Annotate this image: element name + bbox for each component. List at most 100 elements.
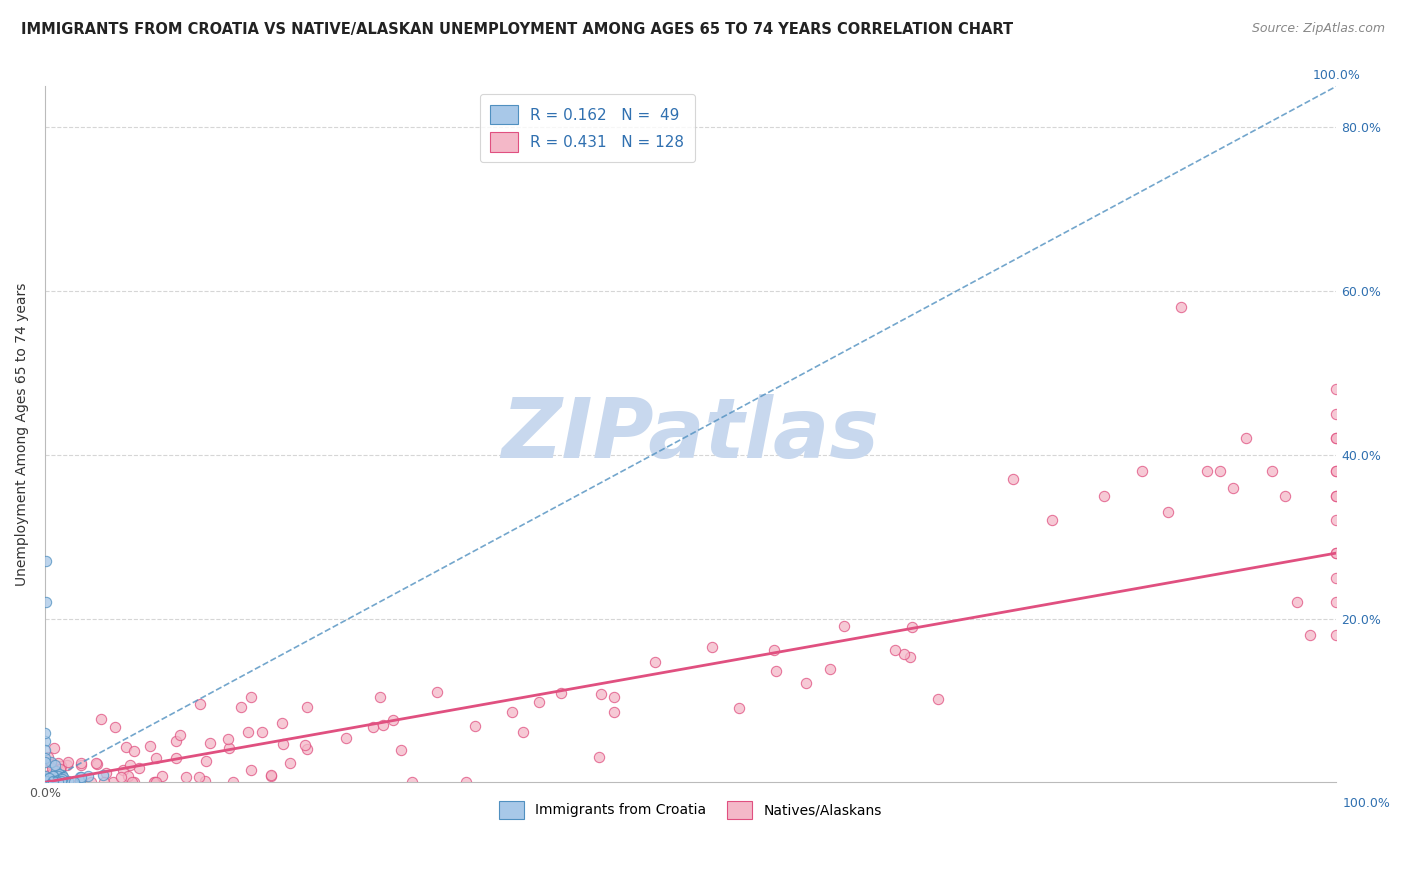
Point bbox=[51, 772, 73, 786]
Point bbox=[51, 768, 73, 782]
Point bbox=[1324, 407, 1347, 421]
Point bbox=[1324, 464, 1347, 478]
Point bbox=[84, 756, 107, 771]
Text: 100.0%: 100.0% bbox=[1343, 797, 1391, 810]
Point bbox=[165, 750, 187, 764]
Point bbox=[273, 737, 295, 751]
Point bbox=[42, 774, 65, 789]
Point bbox=[41, 769, 63, 783]
Point bbox=[371, 718, 394, 732]
Point bbox=[51, 775, 73, 789]
Point bbox=[80, 775, 103, 789]
Point bbox=[34, 755, 56, 769]
Point bbox=[69, 773, 91, 788]
Point bbox=[361, 720, 384, 734]
Point bbox=[35, 773, 58, 788]
Point bbox=[39, 773, 62, 788]
Point bbox=[53, 773, 76, 788]
Point bbox=[260, 769, 283, 783]
Point bbox=[34, 751, 56, 765]
Legend: Immigrants from Croatia, Natives/Alaskans: Immigrants from Croatia, Natives/Alaskan… bbox=[494, 795, 887, 824]
Point bbox=[94, 765, 117, 780]
Point bbox=[1324, 628, 1347, 642]
Point bbox=[35, 774, 58, 789]
Point bbox=[35, 774, 58, 789]
Point bbox=[1286, 595, 1309, 609]
Point bbox=[145, 775, 167, 789]
Point bbox=[893, 647, 915, 661]
Point bbox=[34, 771, 56, 785]
Point bbox=[1324, 432, 1347, 446]
Point bbox=[46, 775, 69, 789]
Point bbox=[34, 734, 56, 748]
Point bbox=[527, 695, 550, 709]
Point bbox=[1260, 464, 1282, 478]
Point bbox=[240, 763, 263, 777]
Point bbox=[335, 731, 357, 745]
Text: IMMIGRANTS FROM CROATIA VS NATIVE/ALASKAN UNEMPLOYMENT AMONG AGES 65 TO 74 YEARS: IMMIGRANTS FROM CROATIA VS NATIVE/ALASKA… bbox=[21, 22, 1014, 37]
Point bbox=[602, 690, 624, 705]
Point bbox=[702, 640, 724, 654]
Point bbox=[820, 662, 842, 676]
Point bbox=[39, 772, 62, 787]
Point bbox=[1324, 546, 1347, 560]
Point bbox=[218, 741, 240, 756]
Point bbox=[104, 720, 127, 734]
Point bbox=[1324, 382, 1347, 396]
Point bbox=[295, 700, 318, 714]
Point bbox=[48, 767, 70, 781]
Point bbox=[260, 768, 283, 782]
Point bbox=[41, 775, 63, 789]
Point bbox=[67, 775, 90, 789]
Point bbox=[34, 742, 56, 756]
Point bbox=[295, 742, 318, 756]
Point bbox=[46, 769, 69, 783]
Point bbox=[124, 744, 146, 758]
Point bbox=[512, 725, 534, 739]
Point bbox=[169, 728, 191, 742]
Point bbox=[143, 775, 166, 789]
Point bbox=[120, 758, 142, 772]
Point bbox=[49, 759, 72, 773]
Point bbox=[52, 771, 75, 785]
Point bbox=[501, 705, 523, 719]
Point bbox=[188, 698, 211, 712]
Point bbox=[39, 772, 62, 787]
Point bbox=[1299, 628, 1322, 642]
Point bbox=[46, 774, 69, 789]
Point bbox=[1324, 595, 1347, 609]
Point bbox=[389, 743, 412, 757]
Point bbox=[70, 758, 93, 772]
Point bbox=[39, 755, 62, 769]
Point bbox=[56, 758, 79, 772]
Point bbox=[41, 774, 63, 789]
Point bbox=[143, 775, 166, 789]
Point bbox=[44, 758, 66, 772]
Point bbox=[901, 620, 924, 634]
Point bbox=[103, 775, 125, 789]
Text: ZIPatlas: ZIPatlas bbox=[502, 394, 880, 475]
Point bbox=[122, 775, 145, 789]
Point bbox=[58, 773, 80, 788]
Point bbox=[39, 772, 62, 786]
Point bbox=[1157, 505, 1180, 519]
Point bbox=[187, 770, 209, 784]
Point bbox=[51, 774, 73, 789]
Point bbox=[765, 664, 787, 678]
Point bbox=[294, 738, 316, 752]
Point bbox=[1324, 546, 1347, 560]
Point bbox=[883, 643, 905, 657]
Point bbox=[644, 655, 666, 669]
Point bbox=[1324, 513, 1347, 527]
Point bbox=[51, 772, 73, 786]
Point bbox=[38, 773, 60, 788]
Point bbox=[48, 775, 70, 789]
Point bbox=[1324, 432, 1347, 446]
Point bbox=[69, 770, 91, 784]
Point bbox=[1324, 571, 1347, 585]
Point bbox=[52, 771, 75, 785]
Point bbox=[70, 770, 93, 784]
Point bbox=[115, 739, 138, 754]
Point bbox=[39, 775, 62, 789]
Point bbox=[46, 756, 69, 770]
